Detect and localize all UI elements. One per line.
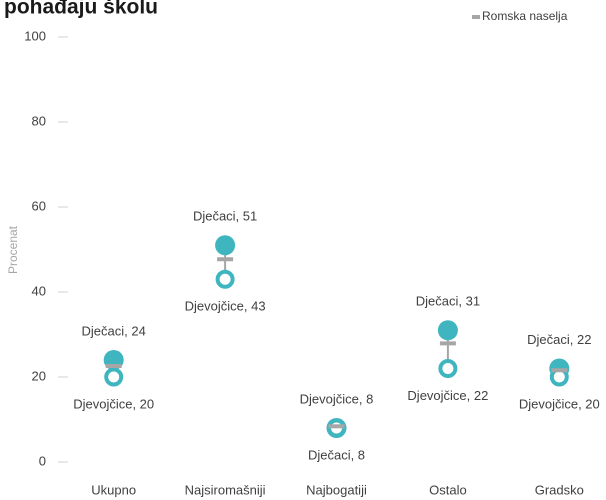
x-tick-label: Najbogatiji [306,482,367,497]
boys-label: Dječaci, 51 [193,209,257,224]
y-tick-label: 60 [32,198,46,213]
y-axis-label: Procenat [6,225,20,274]
x-tick-label: Ukupno [91,482,136,497]
boys-dot [437,320,458,341]
girls-label: Djevojčice, 43 [185,299,266,314]
boys-label: Dječaci, 24 [82,323,146,338]
girls-label: Djevojčice, 22 [407,388,488,403]
boys-label: Dječaci, 8 [308,447,365,462]
y-tick-label: 80 [32,113,46,128]
girls-label: Djevojčice, 20 [519,396,600,411]
boys-label: Dječaci, 31 [416,294,480,309]
girls-dot [104,367,124,387]
girls-label: Djevojčice, 8 [300,391,374,406]
chart-title: pohađaju školu [4,0,158,19]
legend-label: Romska naselja [482,9,568,23]
y-tick-label: 0 [39,453,46,468]
x-tick-label: Ostalo [429,482,467,497]
y-tick-label: 20 [32,368,46,383]
boys-dot [215,235,236,256]
y-tick-label: 40 [32,283,46,298]
x-tick-label: Najsiromašniji [185,482,266,497]
x-tick-label: Gradsko [535,482,584,497]
girls-dot [438,359,458,378]
y-tick-label: 100 [24,28,46,43]
girls-dot [215,269,235,289]
girls-label: Djevojčice, 20 [73,396,154,411]
boys-label: Dječaci, 22 [527,332,591,347]
